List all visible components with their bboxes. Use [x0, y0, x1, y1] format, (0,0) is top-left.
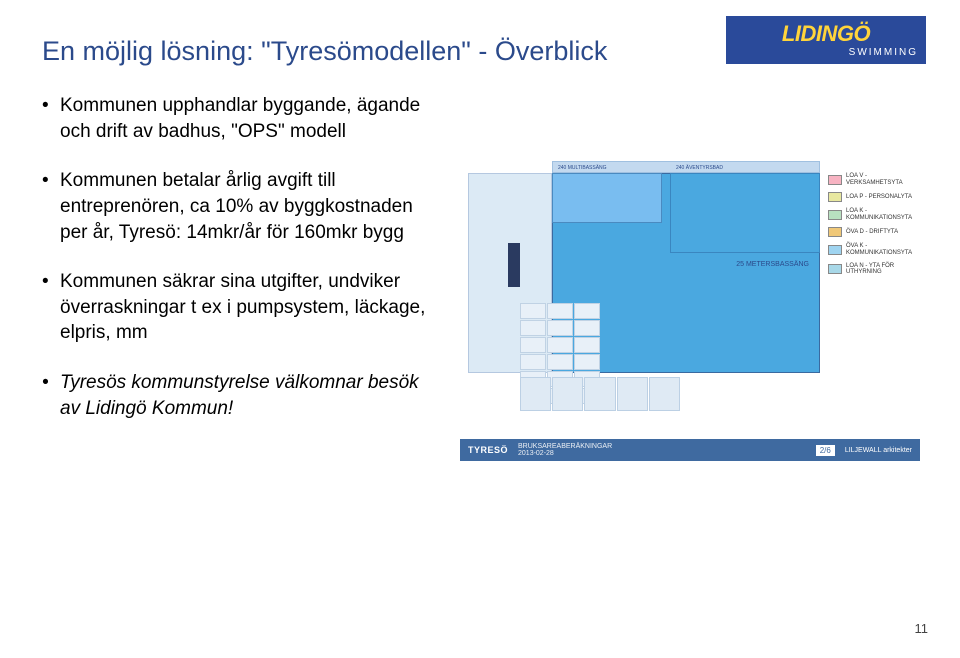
plan-room	[547, 320, 573, 336]
bullet-item: Kommunen upphandlar byggande, ägande och…	[42, 93, 442, 144]
logo-sub-text: SWIMMING	[849, 47, 918, 58]
plan-label-aventyrsbad: 240 ÄVENTYRSBAD	[676, 165, 723, 171]
legend-swatch	[828, 210, 842, 220]
bullet-item: Tyresös kommunstyrelse välkomnar besök a…	[42, 370, 442, 421]
footer-project: TYRESÖ	[468, 445, 508, 455]
floorplan-figure: 25 METERSBASSÄNG 240 MULTIBASSÄNG 240 ÄV…	[460, 133, 920, 445]
bullet-text: Kommunen betalar årlig avgift till entre…	[60, 170, 413, 242]
legend-swatch	[828, 227, 842, 237]
bullet-text: Tyresös kommunstyrelse välkomnar besök a…	[60, 372, 419, 419]
plan-room	[547, 303, 573, 319]
legend-item: LOA N - YTA FÖR UTHYRNING	[828, 263, 920, 276]
legend-label: ÖVA K - KOMMUNIKATIONSYTA	[846, 243, 920, 256]
page-number: 11	[915, 621, 929, 636]
bullet-text: Kommunen säkrar sina utgifter, undviker …	[60, 271, 425, 343]
legend-label: LOA K - KOMMUNIKATIONSYTA	[846, 208, 920, 221]
legend-item: LOA K - KOMMUNIKATIONSYTA	[828, 208, 920, 221]
footer-architect: LILJEWALL arkitekter	[845, 447, 912, 454]
legend-swatch	[828, 245, 842, 255]
bullet-item: Kommunen betalar årlig avgift till entre…	[42, 168, 442, 245]
footer-page: 2/6	[816, 445, 835, 456]
plan-dark-block	[508, 243, 520, 287]
plan-room	[649, 377, 680, 411]
bullet-text: Kommunen upphandlar byggande, ägande och…	[60, 95, 420, 142]
floorplan-footer: TYRESÖ BRUKSAREABERÄKNINGAR 2013-02-28 2…	[460, 439, 920, 461]
plan-room	[547, 354, 573, 370]
bullet-item: Kommunen säkrar sina utgifter, undviker …	[42, 269, 442, 346]
plan-room	[520, 337, 546, 353]
content-row: Kommunen upphandlar byggande, ägande och…	[42, 93, 920, 445]
plan-pool-label: 25 METERSBASSÄNG	[736, 261, 809, 268]
logo-badge: LIDINGÖ SWIMMING	[726, 16, 926, 64]
plan-room	[520, 377, 551, 411]
plan-room	[520, 303, 546, 319]
bullet-list: Kommunen upphandlar byggande, ägande och…	[42, 93, 442, 445]
legend-item: LOA V - VERKSAMHETSYTA	[828, 173, 920, 186]
plan-room	[574, 303, 600, 319]
legend-swatch	[828, 175, 842, 185]
legend-label: ÖVA D - DRIFTYTA	[846, 229, 898, 236]
footer-doc-title: BRUKSAREABERÄKNINGAR	[518, 443, 612, 450]
plan-label-multibassang: 240 MULTIBASSÄNG	[558, 165, 607, 171]
legend-label: LOA V - VERKSAMHETSYTA	[846, 173, 920, 186]
plan-aventyrsbad	[670, 173, 820, 253]
plan-room	[520, 354, 546, 370]
legend-swatch	[828, 264, 842, 274]
plan-bottom-rooms	[520, 377, 680, 411]
floorplan: 25 METERSBASSÄNG 240 MULTIBASSÄNG 240 ÄV…	[460, 133, 920, 423]
plan-room	[574, 320, 600, 336]
legend-item: LOA P - PERSONALYTA	[828, 192, 920, 202]
plan-room	[584, 377, 615, 411]
plan-room	[574, 354, 600, 370]
floorplan-legend: LOA V - VERKSAMHETSYTA LOA P - PERSONALY…	[828, 173, 920, 276]
legend-swatch	[828, 192, 842, 202]
legend-label: LOA N - YTA FÖR UTHYRNING	[846, 263, 920, 276]
plan-room	[552, 377, 583, 411]
plan-room	[574, 337, 600, 353]
logo-main-text: LIDINGÖ	[782, 23, 870, 45]
footer-doc-date: 2013-02-28	[518, 450, 554, 457]
plan-room	[520, 320, 546, 336]
legend-label: LOA P - PERSONALYTA	[846, 194, 912, 201]
footer-doc: BRUKSAREABERÄKNINGAR 2013-02-28	[518, 443, 612, 457]
plan-room	[617, 377, 648, 411]
legend-item: ÖVA D - DRIFTYTA	[828, 227, 920, 237]
slide: LIDINGÖ SWIMMING En möjlig lösning: "Tyr…	[0, 0, 960, 658]
plan-room	[547, 337, 573, 353]
legend-item: ÖVA K - KOMMUNIKATIONSYTA	[828, 243, 920, 256]
plan-multibassang	[552, 173, 662, 223]
